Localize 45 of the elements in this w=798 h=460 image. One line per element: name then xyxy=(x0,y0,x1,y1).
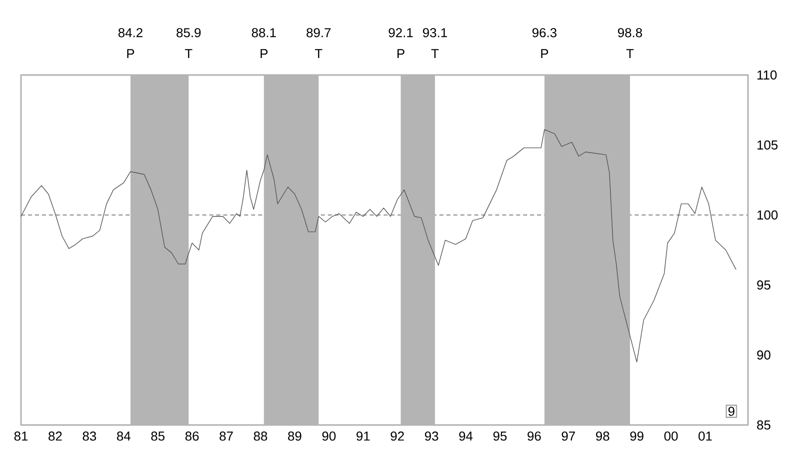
y-tick-label: 105 xyxy=(757,140,778,150)
x-tick-label: 90 xyxy=(322,432,336,441)
text: P xyxy=(541,49,548,58)
text: 88.1 xyxy=(252,28,276,38)
annotation: 9 xyxy=(728,406,734,416)
x-tick-label: 88 xyxy=(254,432,268,441)
x-tick-label: 82 xyxy=(48,432,62,441)
x-tick-label: 99 xyxy=(630,432,644,441)
x-tick-label: 87 xyxy=(220,432,233,441)
x-tick-label: 89 xyxy=(288,432,302,441)
x-tick-label: 86 xyxy=(185,432,199,441)
text: 96.3 xyxy=(532,28,556,38)
text: 93.1 xyxy=(422,28,447,38)
x-tick-label: 91 xyxy=(356,432,370,441)
y-tick-label: 100 xyxy=(757,210,778,220)
text: 98.8 xyxy=(618,28,642,38)
y-tick-label: 90 xyxy=(757,350,770,360)
x-tick-label: 92 xyxy=(390,432,404,441)
text: T xyxy=(314,49,322,58)
text: T xyxy=(184,49,192,58)
text: T xyxy=(626,49,634,58)
y-tick-label: 95 xyxy=(757,280,770,290)
text: P xyxy=(127,49,134,58)
x-tick-label: 98 xyxy=(596,432,610,441)
x-tick-label: 96 xyxy=(528,432,541,441)
x-tick-label: 85 xyxy=(151,432,165,441)
line-series xyxy=(20,129,736,362)
text: 84.2 xyxy=(118,28,142,38)
x-tick-label: 93 xyxy=(424,432,438,441)
x-tick-label: 01 xyxy=(698,432,712,441)
text: 92.1 xyxy=(388,28,413,38)
text: 85.9 xyxy=(176,28,201,38)
x-tick-label: 97 xyxy=(562,432,575,441)
y-tick-label: 85 xyxy=(757,420,770,430)
text: P xyxy=(398,49,404,58)
x-tick-label: 95 xyxy=(493,432,507,441)
x-tick-label: 94 xyxy=(459,432,473,441)
x-tick-label: 81 xyxy=(14,432,28,441)
y-tick-label: 110 xyxy=(757,70,777,80)
text: P xyxy=(260,49,268,58)
text: 89.7 xyxy=(306,28,331,38)
text: T xyxy=(431,49,439,58)
x-tick-label: 83 xyxy=(82,432,96,441)
x-tick-label: 84 xyxy=(116,432,130,441)
x-tick-label: 00 xyxy=(664,432,678,441)
